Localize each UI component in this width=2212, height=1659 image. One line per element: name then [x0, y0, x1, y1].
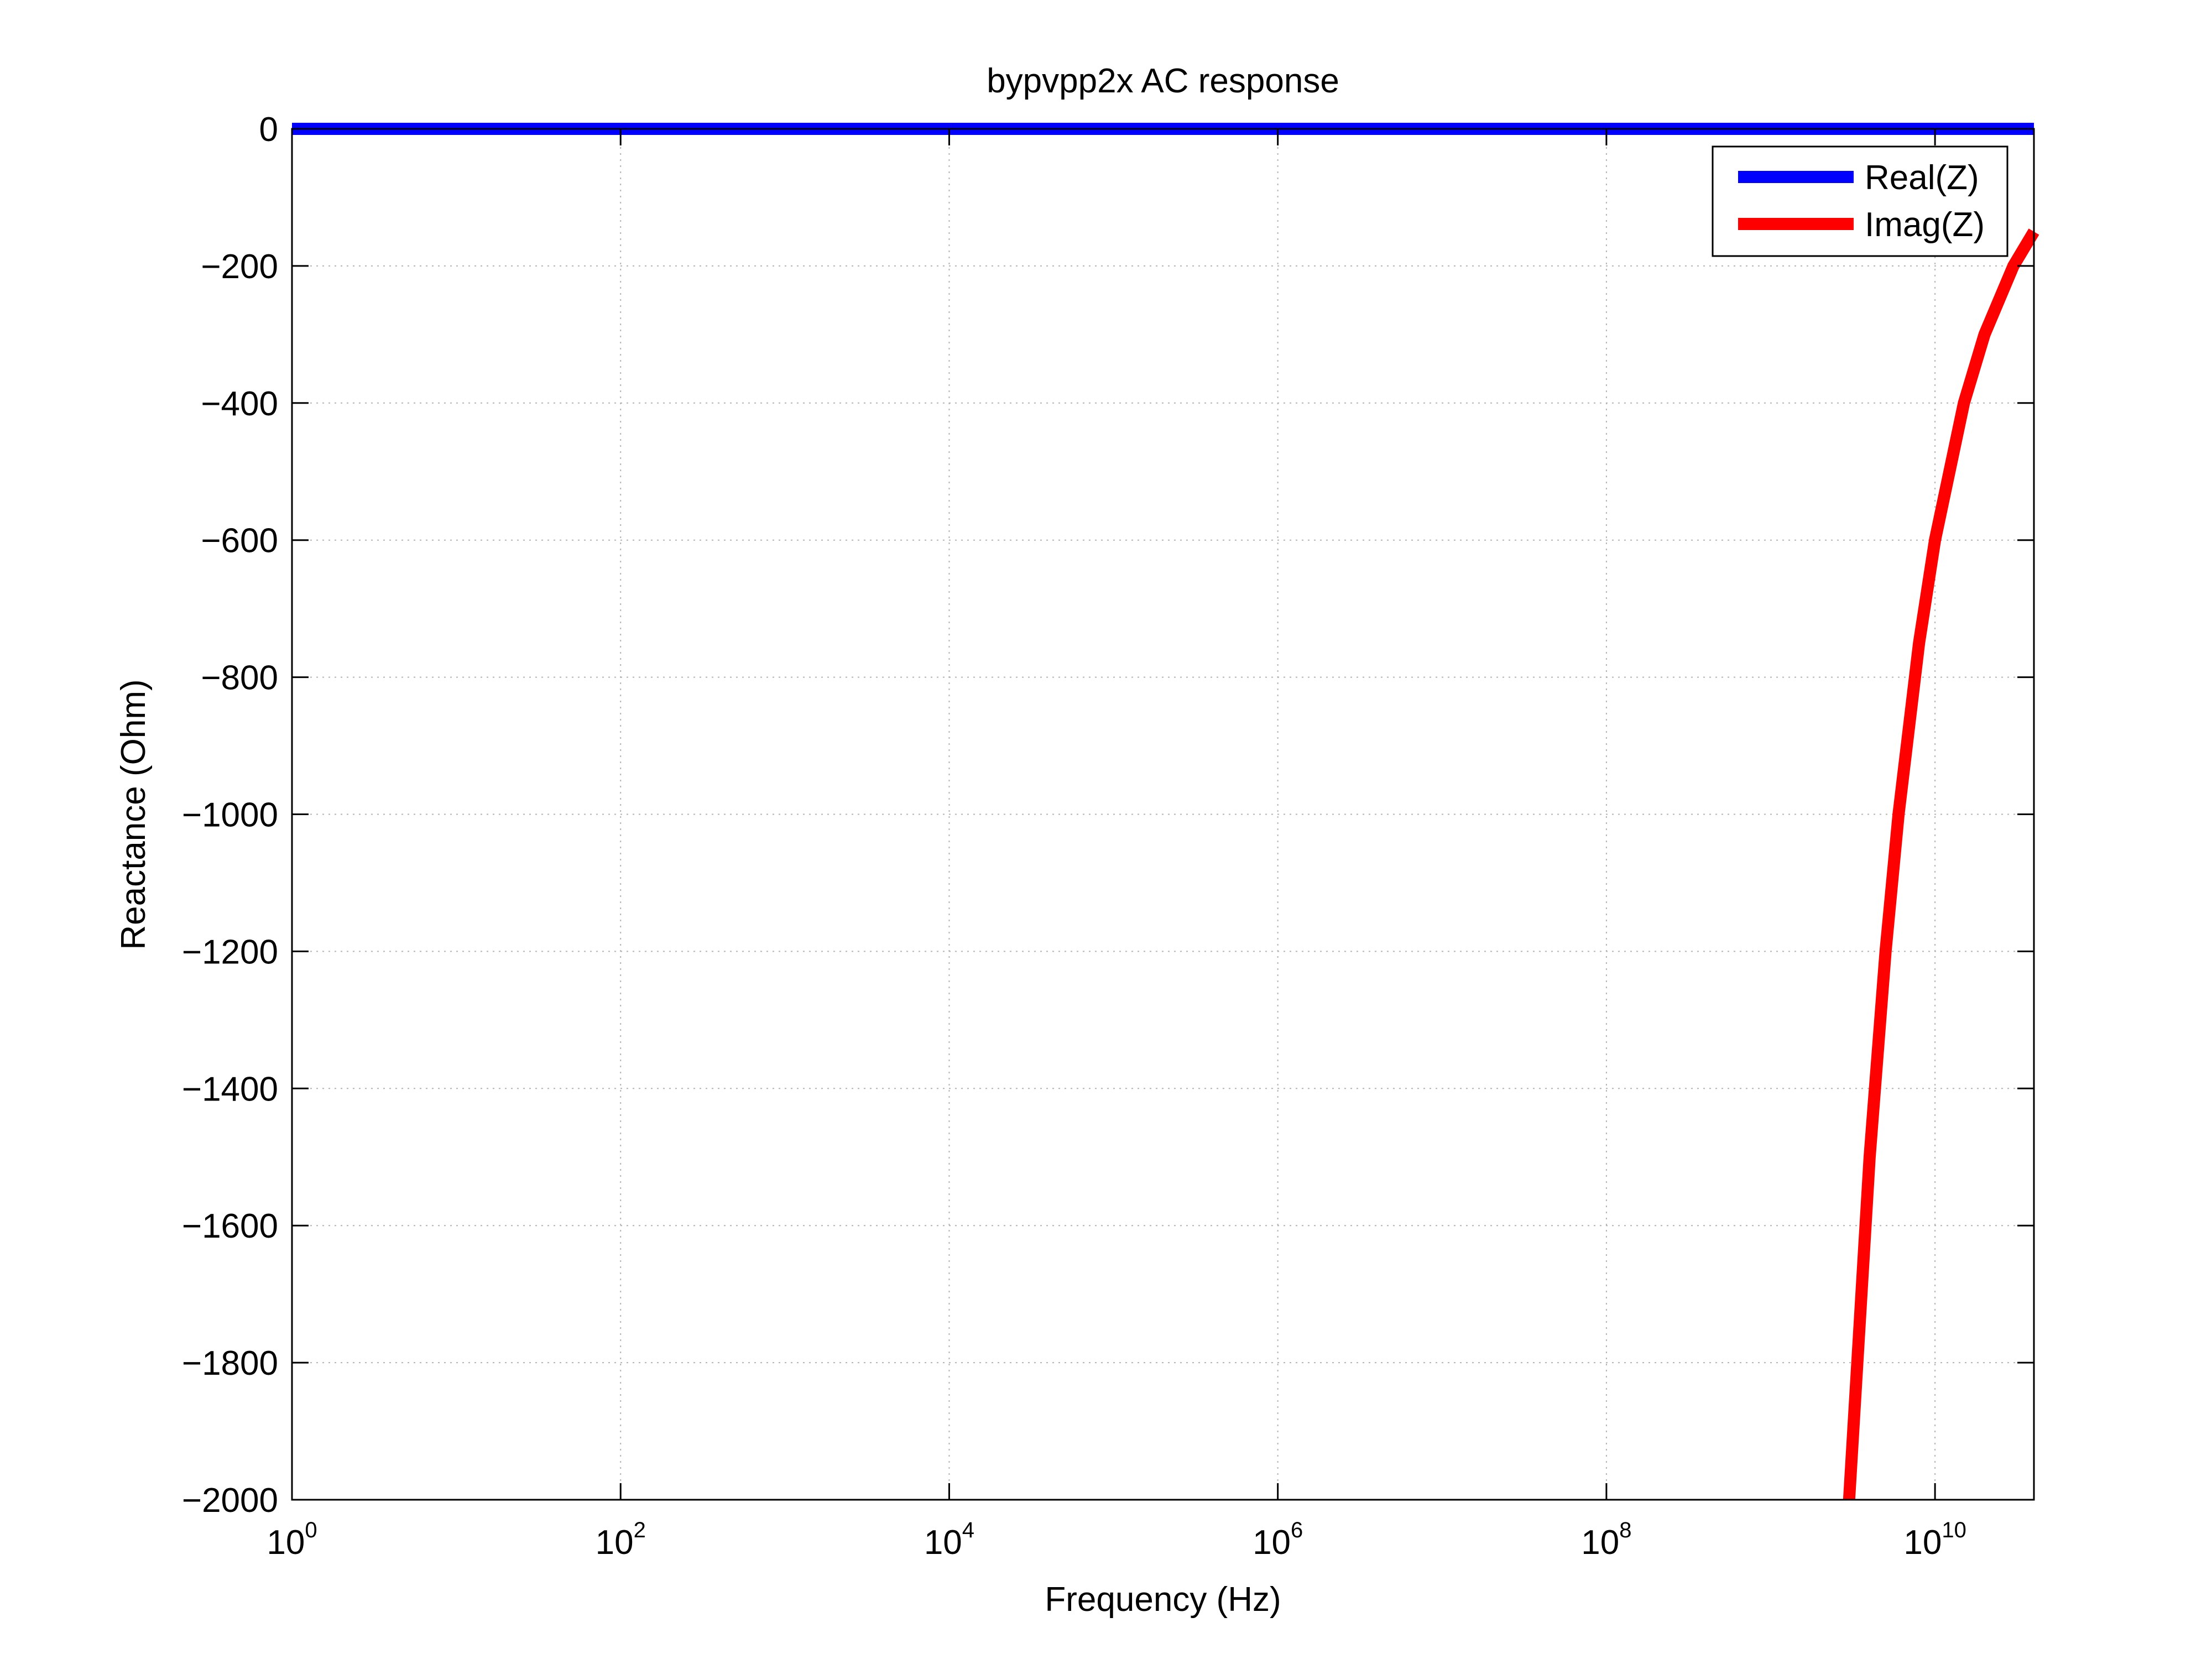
y-tick-label: −2000 [182, 1481, 278, 1520]
y-tick-label: −1600 [182, 1207, 278, 1245]
x-tick-label-exponent: 10 [1942, 1518, 1966, 1542]
legend-label-imag: Imag(Z) [1865, 206, 1985, 244]
x-tick-label-exponent: 4 [962, 1518, 974, 1542]
y-axis-label: Reactance (Ohm) [114, 679, 153, 950]
y-tick-label: −200 [201, 248, 278, 286]
x-tick-label-exponent: 0 [305, 1518, 317, 1542]
series-line-imag [1843, 228, 2039, 1500]
y-tick-label: 0 [259, 111, 278, 149]
legend: Real(Z) Imag(Z) [1712, 145, 2008, 257]
y-tick-label: −1000 [182, 796, 278, 834]
y-tick-labels: 0 −200 −400 −600 −800 −1000 −1200 −1400 −1600 −18… [182, 111, 278, 1520]
ticks [291, 128, 2034, 1501]
legend-box [1712, 145, 2008, 257]
x-tick-label-exponent: 6 [1291, 1518, 1303, 1542]
x-tick-label-exponent: 2 [634, 1518, 646, 1542]
y-tick-label: −600 [201, 522, 278, 560]
y-tick-label: −400 [201, 385, 278, 423]
y-tick-label: −1400 [182, 1070, 278, 1108]
y-tick-label: −1800 [182, 1344, 278, 1383]
legend-label-real: Real(Z) [1865, 159, 1979, 197]
chart-title: bypvpp2x AC response [987, 62, 1339, 100]
grid [292, 129, 2034, 1500]
y-tick-label: −800 [201, 659, 278, 697]
y-tick-label: −1200 [182, 933, 278, 971]
x-axis-label: Frequency (Hz) [1045, 1580, 1281, 1619]
x-tick-label-exponent: 8 [1619, 1518, 1631, 1542]
